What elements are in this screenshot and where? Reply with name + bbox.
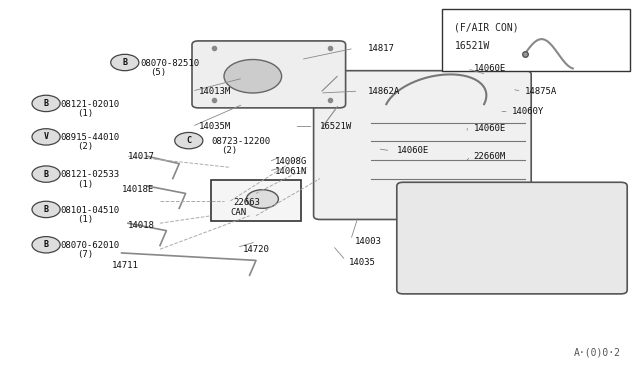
Text: B: B	[44, 170, 49, 179]
Text: 14018E: 14018E	[122, 185, 154, 194]
Text: (1): (1)	[77, 180, 93, 189]
FancyBboxPatch shape	[211, 180, 301, 221]
Text: 22663: 22663	[234, 198, 260, 207]
Text: 08070-62010: 08070-62010	[61, 241, 120, 250]
Circle shape	[175, 132, 203, 149]
Text: (1): (1)	[77, 109, 93, 118]
Text: 16521W: 16521W	[320, 122, 352, 131]
Text: 14008G: 14008G	[275, 157, 307, 166]
Text: 14060E: 14060E	[474, 64, 506, 73]
Text: 14061N: 14061N	[275, 167, 307, 176]
FancyBboxPatch shape	[314, 71, 531, 219]
Text: 22660M: 22660M	[474, 152, 506, 161]
Text: CAN: CAN	[230, 208, 246, 217]
Text: 08070-82510: 08070-82510	[141, 59, 200, 68]
Text: A·(0)0·2: A·(0)0·2	[574, 347, 621, 357]
Text: 08723-12200: 08723-12200	[211, 137, 270, 146]
Text: 14720: 14720	[243, 245, 270, 254]
Text: 14862A: 14862A	[368, 87, 400, 96]
FancyBboxPatch shape	[442, 9, 630, 71]
Circle shape	[32, 201, 60, 218]
Text: (2): (2)	[221, 146, 237, 155]
Text: (7): (7)	[77, 250, 93, 259]
Text: V: V	[44, 132, 49, 141]
FancyBboxPatch shape	[192, 41, 346, 108]
Text: 16521W: 16521W	[454, 41, 490, 51]
Text: B: B	[44, 99, 49, 108]
Circle shape	[32, 166, 60, 182]
Text: 14060E: 14060E	[397, 146, 429, 155]
FancyBboxPatch shape	[397, 182, 627, 294]
Text: 08915-44010: 08915-44010	[61, 133, 120, 142]
Text: 08101-04510: 08101-04510	[61, 206, 120, 215]
Text: 14018: 14018	[128, 221, 155, 230]
Circle shape	[246, 190, 278, 208]
Text: 08121-02533: 08121-02533	[61, 170, 120, 179]
Text: (5): (5)	[150, 68, 166, 77]
Text: 14035M: 14035M	[198, 122, 230, 131]
Text: 08121-02010: 08121-02010	[61, 100, 120, 109]
Text: B: B	[44, 205, 49, 214]
Circle shape	[111, 54, 139, 71]
Text: 14035: 14035	[349, 258, 376, 267]
Text: 14003: 14003	[355, 237, 382, 246]
Text: 14017: 14017	[128, 152, 155, 161]
Text: (1): (1)	[77, 215, 93, 224]
Text: (F/AIR CON): (F/AIR CON)	[454, 22, 519, 32]
Text: 14060Y: 14060Y	[512, 107, 544, 116]
Text: B: B	[44, 240, 49, 249]
Circle shape	[32, 95, 60, 112]
Text: 14060E: 14060E	[474, 124, 506, 133]
Circle shape	[224, 60, 282, 93]
Text: 14013M: 14013M	[198, 87, 230, 96]
Circle shape	[32, 237, 60, 253]
Text: B: B	[122, 58, 127, 67]
Text: 14875A: 14875A	[525, 87, 557, 96]
Text: (2): (2)	[77, 142, 93, 151]
Text: 14817: 14817	[368, 44, 395, 53]
Text: 14711: 14711	[112, 262, 139, 270]
Text: C: C	[186, 136, 191, 145]
Circle shape	[32, 129, 60, 145]
